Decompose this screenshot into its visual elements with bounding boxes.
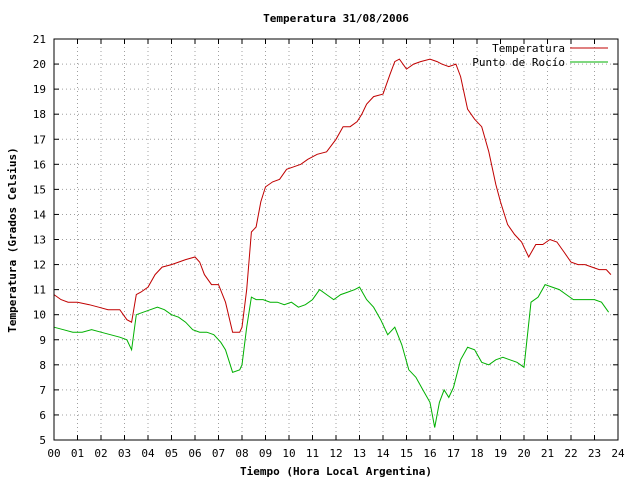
x-tick-label: 23 <box>588 447 601 460</box>
x-tick-label: 22 <box>564 447 577 460</box>
x-tick-label: 09 <box>259 447 272 460</box>
y-tick-labels: 5 6 7 8 9 10 11 12 13 14 15 16 17 18 19 20 21 <box>33 33 47 447</box>
y-tick-label: 10 <box>33 309 46 322</box>
x-tick-labels: 00 01 02 03 04 05 06 07 08 09 10 11 12 13 14 15 16 17 18 19… <box>47 447 625 460</box>
y-tick-label: 14 <box>33 208 47 221</box>
y-tick-label: 18 <box>33 108 46 121</box>
y-tick-label: 9 <box>39 334 46 347</box>
x-tick-label: 13 <box>353 447 366 460</box>
chart-title: Temperatura 31/08/2006 <box>263 12 409 25</box>
x-tick-label: 00 <box>47 447 60 460</box>
x-tick-label: 17 <box>447 447 460 460</box>
y-tick-label: 8 <box>39 359 46 372</box>
y-tick-label: 20 <box>33 58 46 71</box>
x-tick-label: 05 <box>165 447 178 460</box>
x-tick-label: 04 <box>141 447 155 460</box>
y-tick-label: 5 <box>39 434 46 447</box>
x-tick-label: 03 <box>118 447 131 460</box>
legend-label-punto-de-rocio: Punto de Rocío <box>472 56 565 69</box>
y-axis-label: Temperatura (Grados Celsius) <box>6 147 19 332</box>
series-line-temperatura <box>53 58 612 333</box>
x-axis-label: Tiempo (Hora Local Argentina) <box>240 465 432 478</box>
x-tick-label: 02 <box>94 447 107 460</box>
x-tick-label: 18 <box>470 447 483 460</box>
legend: Temperatura Punto de Rocío <box>472 42 608 69</box>
series-line-punto-de-rocio <box>53 283 610 428</box>
y-tick-label: 6 <box>39 409 46 422</box>
x-tick-label: 15 <box>400 447 413 460</box>
legend-label-temperatura: Temperatura <box>492 42 565 55</box>
x-tick-label: 10 <box>282 447 295 460</box>
y-tick-label: 17 <box>33 133 46 146</box>
x-tick-label: 16 <box>423 447 436 460</box>
y-tick-label: 15 <box>33 183 46 196</box>
series-layer <box>53 58 612 428</box>
y-tick-label: 19 <box>33 83 46 96</box>
y-tick-label: 12 <box>33 259 46 272</box>
x-tick-label: 21 <box>541 447 554 460</box>
y-tick-label: 7 <box>39 384 46 397</box>
x-tick-label: 12 <box>329 447 342 460</box>
y-tick-label: 21 <box>33 33 46 46</box>
y-tick-label: 13 <box>33 234 46 247</box>
x-tick-label: 14 <box>376 447 390 460</box>
x-tick-label: 24 <box>611 447 625 460</box>
x-tick-label: 08 <box>235 447 248 460</box>
x-tick-label: 01 <box>71 447 84 460</box>
axis-ticks <box>53 38 619 441</box>
x-tick-label: 07 <box>212 447 225 460</box>
x-tick-label: 11 <box>306 447 319 460</box>
y-tick-label: 16 <box>33 158 46 171</box>
y-tick-label: 11 <box>33 284 46 297</box>
grid <box>54 39 618 440</box>
x-tick-label: 06 <box>188 447 201 460</box>
x-tick-label: 20 <box>517 447 530 460</box>
x-tick-label: 19 <box>494 447 507 460</box>
